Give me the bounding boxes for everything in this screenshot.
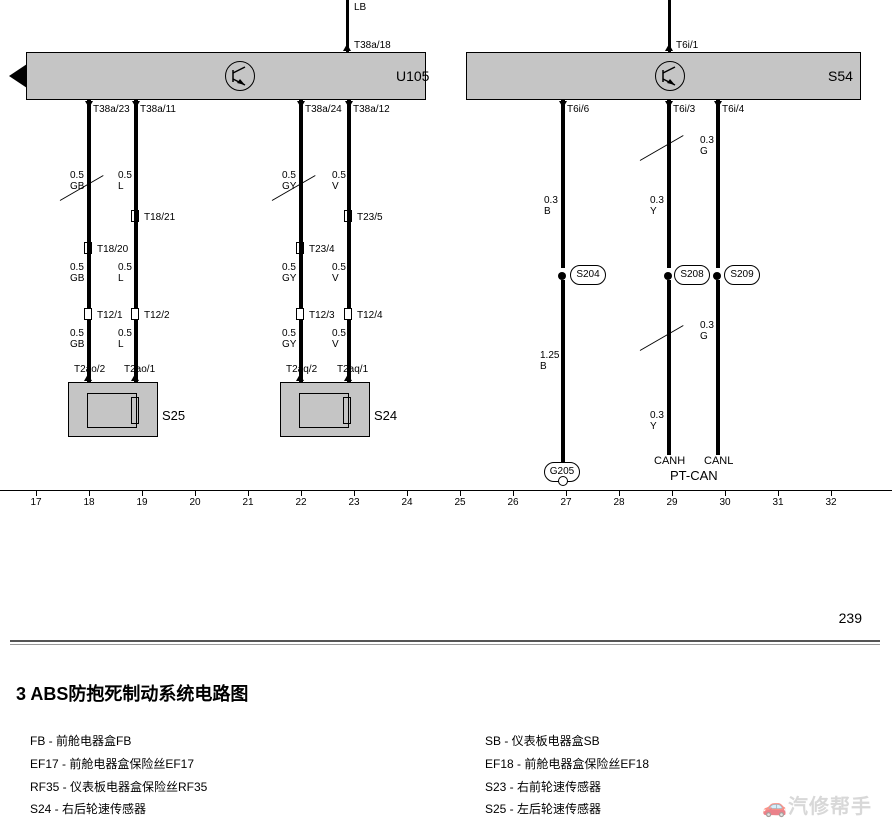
- sensor-s24: [280, 382, 370, 437]
- wire-gauge: 0.3Y: [650, 195, 664, 217]
- arrow-up-icon: [343, 44, 351, 51]
- wire-vertical: [134, 260, 138, 312]
- conn-label: T12/3: [309, 310, 335, 321]
- wire-vertical: [561, 100, 565, 268]
- wire-gauge: 0.5V: [332, 262, 346, 284]
- conn-label: T6i/4: [722, 104, 744, 115]
- sensor-s24-label: S24: [374, 408, 397, 423]
- arrow-continuation-left: [9, 64, 27, 88]
- arrow-up-icon: [344, 374, 352, 381]
- terminal-icon: [344, 308, 352, 320]
- wire-vertical: [667, 100, 671, 268]
- conn-label: T6i/3: [673, 104, 695, 115]
- coordinate-ruler: 17181920212223242526272829303132: [0, 490, 892, 510]
- terminal-icon: [84, 308, 92, 320]
- arrow-up-icon: [84, 374, 92, 381]
- conn-label: T6i/6: [567, 104, 589, 115]
- conn-label: T2aq/1: [337, 364, 368, 375]
- arrow-up-icon: [665, 44, 673, 51]
- conn-label: T2ao/1: [124, 364, 155, 375]
- wire-gauge: 0.3B: [544, 195, 558, 217]
- wire-vertical: [347, 260, 351, 312]
- wire-gauge: 1.25B: [540, 350, 559, 372]
- sensor-s25-label: S25: [162, 408, 185, 423]
- wire-vertical: [299, 260, 303, 312]
- conn-label: T2aq/2: [286, 364, 317, 375]
- wire-vertical: [716, 280, 720, 455]
- wire-vertical: [561, 280, 565, 462]
- module-u105-label: U105: [396, 68, 429, 84]
- legend-left: FB - 前舱电器盒FBEF17 - 前舱电器盒保险丝EF17RF35 - 仪表…: [30, 730, 207, 821]
- divider: [10, 640, 880, 642]
- legend-right: SB - 仪表板电器盒SBEF18 - 前舱电器盒保险丝EF18S23 - 右前…: [485, 730, 649, 821]
- bus-ptcan-label: PT-CAN: [670, 468, 718, 483]
- wire-vertical: [87, 200, 91, 260]
- conn-label: T38a/23: [93, 104, 130, 115]
- wire-gauge: 0.5GY: [282, 328, 296, 350]
- conn-t6i1: T6i/1: [676, 40, 698, 51]
- module-s54-label: S54: [828, 68, 853, 84]
- wire-gauge: 0.3G: [700, 320, 714, 342]
- conn-label: T2ao/2: [74, 364, 105, 375]
- wire-vertical: [134, 200, 138, 260]
- wire-vertical: [134, 100, 138, 200]
- splice-s208: S208: [674, 265, 710, 285]
- ground-ring-icon: [558, 476, 568, 486]
- conn-label: T12/4: [357, 310, 383, 321]
- conn-label: T12/1: [97, 310, 123, 321]
- terminal-icon: [131, 308, 139, 320]
- wire-gauge: 0.5GB: [70, 262, 84, 284]
- transistor-icon: [655, 61, 685, 91]
- conn-label: T12/2: [144, 310, 170, 321]
- wire-gauge: 0.5GY: [282, 262, 296, 284]
- wire-gauge: 0.5V: [332, 328, 346, 350]
- diag-line: [640, 325, 684, 351]
- wire-gauge: 0.5GB: [70, 328, 84, 350]
- wire-vertical: [716, 100, 720, 268]
- transistor-icon: [225, 61, 255, 91]
- bus-canl-label: CANL: [704, 455, 733, 467]
- wire-vertical: [87, 260, 91, 312]
- splice-dot: [713, 272, 721, 280]
- car-icon: 🚗: [762, 794, 788, 819]
- bus-canh-label: CANH: [654, 455, 685, 467]
- splice-dot: [664, 272, 672, 280]
- wire-vertical: [299, 200, 303, 260]
- splice-s209: S209: [724, 265, 760, 285]
- wire-label-lb: LB: [354, 2, 366, 13]
- wire-vertical: [667, 280, 671, 455]
- page-number: 239: [839, 610, 862, 626]
- wire-gauge: 0.3G: [700, 135, 714, 157]
- wire-gauge: 0.3Y: [650, 410, 664, 432]
- diag-line: [640, 135, 684, 161]
- wire-gauge: 0.5L: [118, 262, 132, 284]
- wiring-diagram: U105 S54 LB T38a/18 T6i/1 T38a/23 T38a/1…: [0, 0, 892, 510]
- arrow-up-icon: [296, 374, 304, 381]
- wire-vertical: [347, 100, 351, 200]
- wire-gauge: 0.5L: [118, 170, 132, 192]
- divider: [10, 644, 880, 645]
- section-title: 3 ABS防抱死制动系统电路图: [16, 680, 248, 706]
- splice-s204: S204: [570, 265, 606, 285]
- wire-vertical: [347, 200, 351, 260]
- terminal-icon: [296, 308, 304, 320]
- conn-label: T38a/11: [140, 104, 176, 115]
- sensor-s25: [68, 382, 158, 437]
- conn-label: T23/4: [309, 244, 335, 255]
- conn-label: T18/21: [144, 212, 175, 223]
- conn-label: T38a/12: [353, 104, 390, 115]
- conn-label: T23/5: [357, 212, 383, 223]
- conn-label: T38a/24: [305, 104, 342, 115]
- wire-gauge: 0.5V: [332, 170, 346, 192]
- splice-dot: [558, 272, 566, 280]
- conn-t38a18: T38a/18: [354, 40, 391, 51]
- wire-gauge: 0.5L: [118, 328, 132, 350]
- conn-label: T18/20: [97, 244, 128, 255]
- arrow-up-icon: [131, 374, 139, 381]
- watermark: 🚗汽修帮手: [762, 790, 872, 819]
